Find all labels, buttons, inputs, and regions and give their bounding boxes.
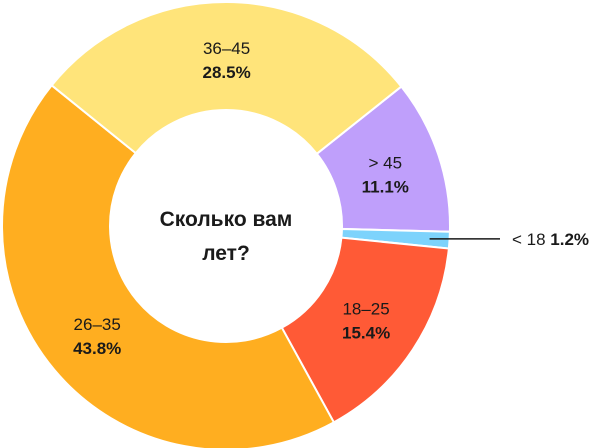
- slice-category-label-4: 26–35: [74, 315, 121, 334]
- slice-category-label-5: 36–45: [203, 39, 250, 58]
- donut-slices: [1, 1, 451, 448]
- slice-value-label-3: 15.4%: [342, 324, 390, 343]
- slice-category-label-3: 18–25: [342, 300, 389, 319]
- slice-value-label-5: 28.5%: [202, 63, 250, 82]
- slice-4: [1, 83, 336, 448]
- center-title-line-1: Сколько вам: [160, 208, 293, 231]
- center-title-line-2: лет?: [202, 242, 250, 265]
- slice-5: [50, 1, 403, 156]
- slice-label-2: < 18 1.2%: [512, 230, 589, 249]
- slice-3: [280, 236, 450, 424]
- slice-labels: > 45 11.1% < 18 1.2% 18–25 15.4% 26–35 43.8% 36…: [73, 39, 589, 358]
- slice-value-label-4: 43.8%: [73, 339, 121, 358]
- slice-category-label-1: > 45: [369, 154, 403, 173]
- slice-value-label-1: 11.1%: [362, 178, 409, 197]
